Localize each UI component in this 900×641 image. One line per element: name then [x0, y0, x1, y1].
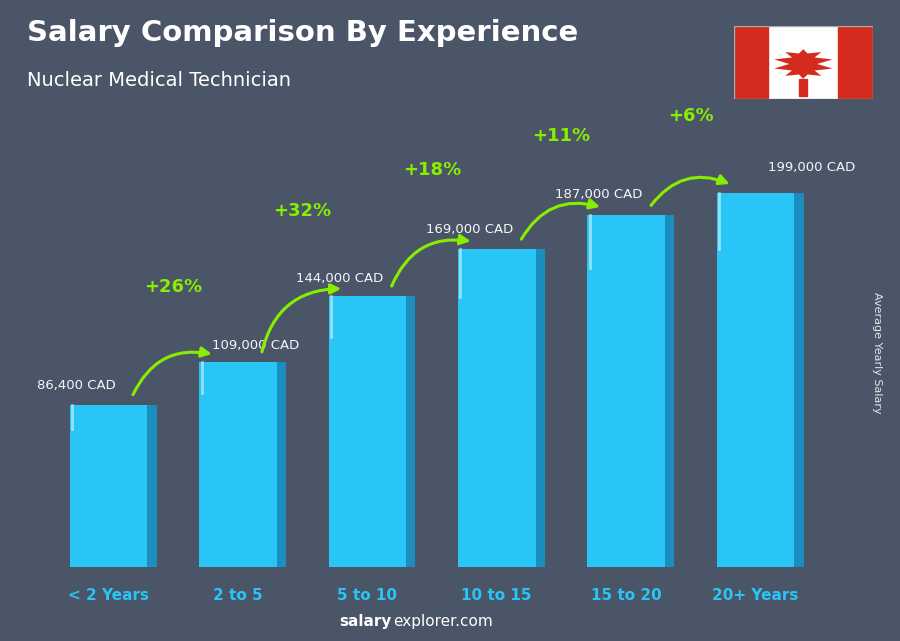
Text: 169,000 CAD: 169,000 CAD	[426, 224, 513, 237]
Text: +18%: +18%	[403, 161, 461, 179]
FancyBboxPatch shape	[665, 215, 674, 567]
FancyBboxPatch shape	[458, 249, 536, 567]
FancyBboxPatch shape	[716, 192, 794, 567]
Text: Salary Comparison By Experience: Salary Comparison By Experience	[27, 19, 578, 47]
FancyBboxPatch shape	[277, 362, 286, 567]
Bar	[799, 79, 807, 96]
FancyBboxPatch shape	[587, 215, 665, 567]
Text: +11%: +11%	[532, 127, 590, 145]
Text: +6%: +6%	[668, 107, 714, 125]
Text: Average Yearly Salary: Average Yearly Salary	[872, 292, 883, 413]
Text: +32%: +32%	[274, 203, 332, 221]
FancyBboxPatch shape	[199, 362, 277, 567]
FancyBboxPatch shape	[406, 296, 416, 567]
FancyBboxPatch shape	[70, 404, 148, 567]
Text: 199,000 CAD: 199,000 CAD	[769, 161, 856, 174]
Bar	[838, 26, 873, 99]
Text: Nuclear Medical Technician: Nuclear Medical Technician	[27, 71, 291, 90]
FancyBboxPatch shape	[328, 296, 406, 567]
Polygon shape	[774, 49, 832, 79]
Bar	[734, 26, 769, 99]
Text: 109,000 CAD: 109,000 CAD	[212, 339, 300, 352]
FancyBboxPatch shape	[148, 404, 157, 567]
FancyBboxPatch shape	[536, 249, 544, 567]
Text: explorer.com: explorer.com	[393, 615, 493, 629]
Text: +26%: +26%	[144, 278, 202, 296]
Text: 187,000 CAD: 187,000 CAD	[555, 188, 643, 201]
Text: salary: salary	[339, 615, 392, 629]
FancyBboxPatch shape	[794, 192, 804, 567]
Text: 144,000 CAD: 144,000 CAD	[296, 272, 383, 285]
Text: 86,400 CAD: 86,400 CAD	[38, 379, 116, 392]
